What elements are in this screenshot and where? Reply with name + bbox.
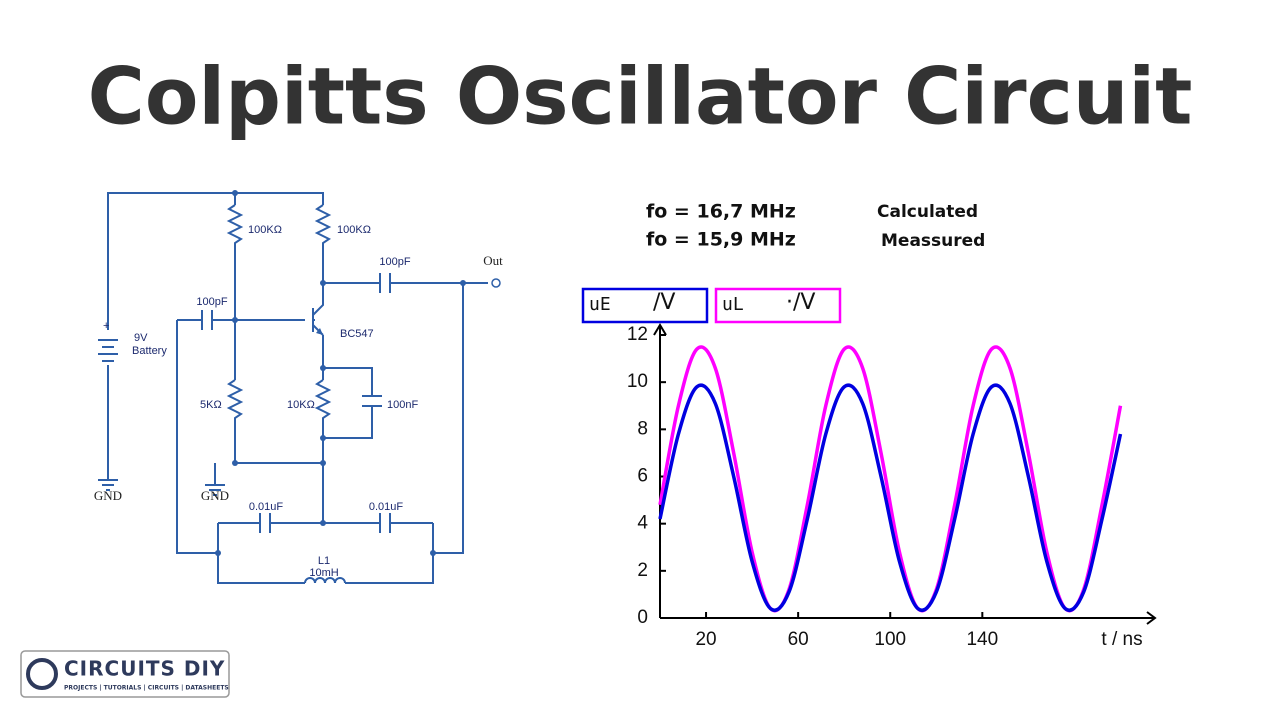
label: 10mH: [309, 567, 338, 579]
y-tick-label: 2: [637, 560, 648, 581]
label: GND: [201, 488, 229, 503]
logo-tagline: PROJECTS | TUTORIALS | CIRCUITS | DATASH…: [64, 685, 229, 692]
chart: fo = 16,7 MHz Calculated fo = 15,9 MHz Meas…: [581, 201, 1157, 650]
logo-icon: [26, 658, 58, 690]
x-tick-label: 100: [874, 629, 906, 650]
legend-name: uE: [589, 294, 611, 315]
logo-box: [20, 650, 230, 698]
label: 100KΩ: [337, 224, 371, 236]
label: 0.01uF: [249, 501, 284, 513]
label: +: [103, 320, 109, 332]
label: Out: [483, 253, 503, 268]
label: 5KΩ: [200, 399, 222, 411]
label: 100nF: [387, 399, 418, 411]
x-tick-label: 140: [966, 629, 998, 650]
label: Battery: [132, 345, 167, 357]
label: 10KΩ: [287, 399, 315, 411]
legend-box: [714, 287, 842, 324]
label: 100pF: [196, 296, 227, 308]
label: BC547: [340, 328, 374, 340]
series-line: [658, 345, 1123, 613]
annotation-note: Calculated: [877, 202, 978, 222]
legend-unit: ·/V: [786, 290, 815, 315]
logo-name: CIRCUITS DIY: [64, 657, 225, 681]
label: 100KΩ: [248, 224, 282, 236]
label: 9V: [134, 332, 148, 344]
logo: CIRCUITS DIY PROJECTS | TUTORIALS | CIRC…: [20, 650, 230, 698]
legend-box: [581, 287, 709, 324]
x-tick-label: 60: [788, 629, 809, 650]
y-tick-label: 12: [627, 324, 648, 345]
label: 100pF: [379, 256, 410, 268]
y-tick-label: 0: [637, 607, 648, 628]
y-tick-label: 6: [637, 466, 648, 487]
title: Colpitts Oscillator Circuit: [88, 52, 1193, 142]
y-tick-label: 8: [637, 418, 648, 439]
label: L1: [318, 555, 330, 567]
annotation: fo = 16,7 MHz: [646, 201, 796, 223]
annotation-note: Meassured: [881, 231, 985, 251]
label: 0.01uF: [369, 501, 404, 513]
x-axis-label: t / ns: [1101, 629, 1142, 650]
series-line: [658, 383, 1123, 612]
x-tick-label: 20: [695, 629, 716, 650]
y-tick-label: 10: [627, 371, 648, 392]
arrow: [653, 323, 1157, 625]
legend-name: uL: [722, 294, 744, 315]
label: GND: [94, 488, 122, 503]
circuit: 100KΩ 100KΩ 100pF Out 100pF + 9V Battery…: [94, 190, 503, 584]
legend-unit: /V: [653, 290, 675, 315]
annotation: fo = 15,9 MHz: [646, 229, 796, 251]
y-tick-label: 4: [637, 513, 648, 534]
